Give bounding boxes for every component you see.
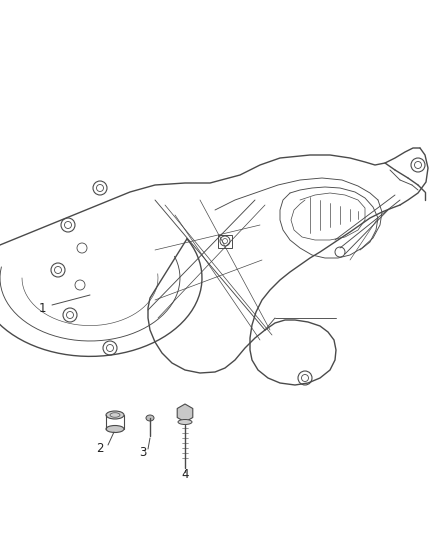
Text: 2: 2 (96, 441, 104, 455)
Ellipse shape (106, 425, 124, 432)
Ellipse shape (178, 419, 192, 424)
Text: 3: 3 (139, 446, 147, 458)
Text: 4: 4 (181, 469, 189, 481)
Ellipse shape (146, 415, 154, 421)
Text: 1: 1 (38, 302, 46, 314)
Ellipse shape (106, 411, 124, 419)
Polygon shape (177, 404, 193, 422)
